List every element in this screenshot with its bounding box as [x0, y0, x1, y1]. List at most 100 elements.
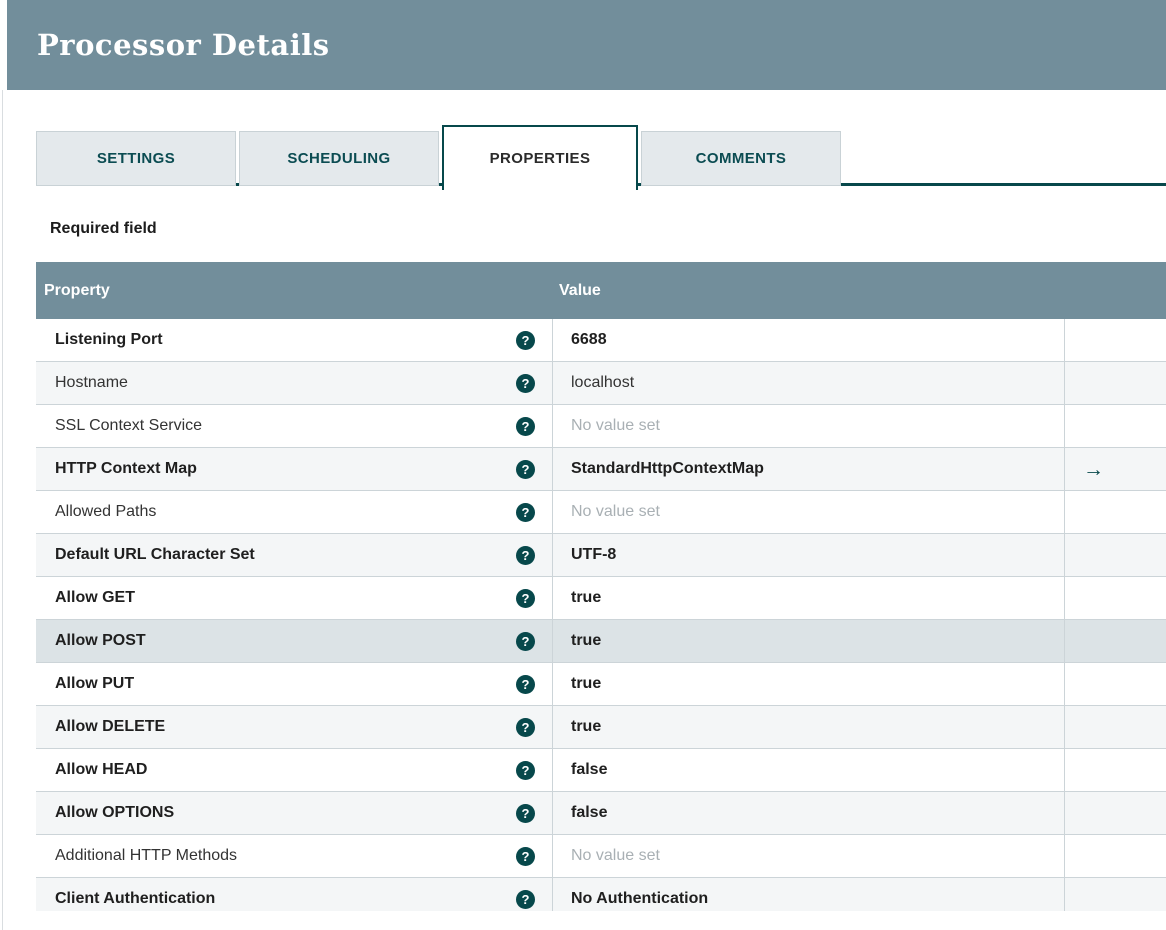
row-actions-cell: → [1064, 448, 1166, 490]
row-actions-cell [1064, 319, 1166, 361]
property-name: Listening Port [55, 331, 163, 348]
properties-table: Property Value Listening Port ? 6688 Hos… [36, 262, 1166, 911]
property-name: Hostname [55, 374, 128, 391]
tab-comments[interactable]: COMMENTS [641, 131, 841, 186]
dialog-header: Processor Details [7, 0, 1166, 90]
property-name-cell: Allow GET ? [36, 577, 552, 619]
property-name: HTTP Context Map [55, 460, 197, 477]
row-actions-cell [1064, 749, 1166, 791]
row-actions-cell [1064, 792, 1166, 834]
table-row: Client Authentication ? No Authenticatio… [36, 878, 1166, 911]
column-header-value: Value [559, 281, 601, 299]
required-field-note: Required field [50, 220, 157, 237]
property-name: SSL Context Service [55, 417, 203, 434]
property-value-cell[interactable]: No value set [552, 405, 1064, 447]
table-row: Allow HEAD ? false [36, 749, 1166, 792]
help-icon[interactable]: ? [516, 846, 535, 866]
help-icon[interactable]: ? [516, 330, 535, 350]
table-row: Allowed Paths ? No value set [36, 491, 1166, 534]
property-name: Allow GET [55, 589, 135, 606]
property-name: Client Authentication [55, 890, 216, 907]
property-value-cell[interactable]: StandardHttpContextMap [552, 448, 1064, 490]
property-value-cell[interactable]: 6688 [552, 319, 1064, 361]
property-name: Allowed Paths [55, 503, 157, 520]
property-name-cell: Client Authentication ? [36, 878, 552, 911]
property-name-cell: Hostname ? [36, 362, 552, 404]
table-row: Listening Port ? 6688 [36, 319, 1166, 362]
property-name-cell: Allowed Paths ? [36, 491, 552, 533]
property-name-cell: Allow POST ? [36, 620, 552, 662]
property-value-cell[interactable]: No Authentication [552, 878, 1064, 911]
goto-controller-service-icon[interactable]: → [1083, 457, 1104, 481]
property-value-cell[interactable]: false [552, 749, 1064, 791]
table-row: SSL Context Service ? No value set [36, 405, 1166, 448]
property-value-cell[interactable]: No value set [552, 835, 1064, 877]
property-name: Default URL Character Set [55, 546, 255, 563]
property-name-cell: Allow HEAD ? [36, 749, 552, 791]
help-icon[interactable]: ? [516, 674, 535, 694]
help-icon[interactable]: ? [516, 631, 535, 651]
property-value-cell[interactable]: true [552, 577, 1064, 619]
property-name: Additional HTTP Methods [55, 847, 238, 864]
row-actions-cell [1064, 663, 1166, 705]
dialog-left-edge [2, 90, 3, 930]
table-row: Default URL Character Set ? UTF-8 [36, 534, 1166, 577]
row-actions-cell [1064, 878, 1166, 911]
table-row: HTTP Context Map ? StandardHttpContextMa… [36, 448, 1166, 491]
help-icon[interactable]: ? [516, 760, 535, 780]
row-actions-cell [1064, 534, 1166, 576]
row-actions-cell [1064, 706, 1166, 748]
property-value-cell[interactable]: true [552, 663, 1064, 705]
tab-properties[interactable]: PROPERTIES [442, 125, 638, 190]
row-actions-cell [1064, 577, 1166, 619]
property-name: Allow PUT [55, 675, 135, 692]
property-name-cell: HTTP Context Map ? [36, 448, 552, 490]
tab-settings[interactable]: SETTINGS [36, 131, 236, 186]
help-icon[interactable]: ? [516, 717, 535, 737]
help-icon[interactable]: ? [516, 373, 535, 393]
help-icon[interactable]: ? [516, 459, 535, 479]
row-actions-cell [1064, 491, 1166, 533]
row-actions-cell [1064, 405, 1166, 447]
row-actions-cell [1064, 835, 1166, 877]
table-row: Allow PUT ? true [36, 663, 1166, 706]
help-icon[interactable]: ? [516, 889, 535, 909]
property-name-cell: Allow OPTIONS ? [36, 792, 552, 834]
column-header-property: Property [44, 281, 110, 299]
help-icon[interactable]: ? [516, 803, 535, 823]
property-name: Allow POST [55, 632, 146, 649]
row-actions-cell [1064, 362, 1166, 404]
dialog-title: Processor Details [37, 28, 330, 62]
property-value-cell[interactable]: UTF-8 [552, 534, 1064, 576]
property-name-cell: Listening Port ? [36, 319, 552, 361]
table-row: Additional HTTP Methods ? No value set [36, 835, 1166, 878]
property-name-cell: Default URL Character Set ? [36, 534, 552, 576]
tabs-container: SETTINGS SCHEDULING PROPERTIES COMMENTS [36, 125, 1166, 190]
property-name-cell: Allow PUT ? [36, 663, 552, 705]
help-icon[interactable]: ? [516, 588, 535, 608]
help-icon[interactable]: ? [516, 545, 535, 565]
table-body: Listening Port ? 6688 Hostname ? localho… [36, 319, 1166, 911]
table-header-row: Property Value [36, 262, 1166, 319]
table-row: Allow OPTIONS ? false [36, 792, 1166, 835]
help-icon[interactable]: ? [516, 416, 535, 436]
property-value-cell[interactable]: No value set [552, 491, 1064, 533]
property-value-cell[interactable]: localhost [552, 362, 1064, 404]
property-value-cell[interactable]: true [552, 620, 1064, 662]
property-name-cell: SSL Context Service ? [36, 405, 552, 447]
table-row: Allow POST ? true [36, 620, 1166, 663]
table-row: Hostname ? localhost [36, 362, 1166, 405]
property-value-cell[interactable]: false [552, 792, 1064, 834]
table-row: Allow DELETE ? true [36, 706, 1166, 749]
help-icon[interactable]: ? [516, 502, 535, 522]
table-row: Allow GET ? true [36, 577, 1166, 620]
property-value-cell[interactable]: true [552, 706, 1064, 748]
property-name-cell: Additional HTTP Methods ? [36, 835, 552, 877]
tab-scheduling[interactable]: SCHEDULING [239, 131, 439, 186]
property-name-cell: Allow DELETE ? [36, 706, 552, 748]
row-actions-cell [1064, 620, 1166, 662]
property-name: Allow OPTIONS [55, 804, 175, 821]
property-name: Allow DELETE [55, 718, 166, 735]
property-name: Allow HEAD [55, 761, 148, 778]
tab-bar: SETTINGS SCHEDULING PROPERTIES COMMENTS [36, 125, 1166, 190]
